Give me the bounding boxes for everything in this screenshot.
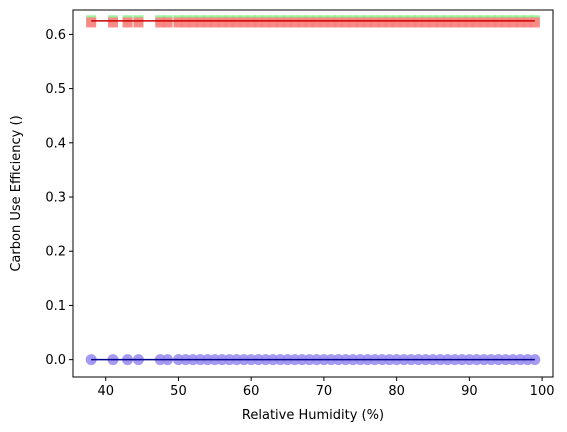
data-point-s1-33 [369,17,380,28]
data-point-s1-24 [304,17,315,28]
data-point-s1-15 [238,17,249,28]
data-point-s1-47 [471,17,482,28]
data-point-s1-14 [231,17,242,28]
x-axis-ticks: 40 50 60 70 80 90 100 [97,377,555,399]
x-tick-label-1: 50 [170,384,187,399]
data-point-s1-17 [253,17,264,28]
data-point-s1-6 [173,17,184,28]
data-point-s1-53 [515,17,526,28]
data-point-s1-21 [282,17,293,28]
data-point-s1-34 [377,17,388,28]
data-point-s1-1 [108,17,118,28]
data-point-s1-26 [318,17,329,28]
data-point-s1-49 [486,17,497,28]
data-point-s1-54 [522,17,533,28]
data-point-s1-19 [268,17,278,28]
data-point-s1-45 [457,17,468,28]
data-point-s1-27 [326,17,337,28]
data-point-s1-28 [333,17,344,28]
data-point-s1-12 [217,17,228,28]
data-point-s1-5 [162,17,173,28]
x-axis-label: Relative Humidity (%) [242,408,384,423]
data-point-s1-48 [478,17,489,28]
data-point-s1-2 [122,17,133,28]
data-point-s1-40 [420,17,431,28]
y-tick-label-6: 0.6 [45,28,66,43]
y-axis-label: Carbon Use Efficiency () [9,115,24,271]
data-point-s1-9 [195,17,206,28]
data-point-s1-37 [398,17,409,28]
data-point-s1-46 [464,17,475,28]
data-point-s1-23 [297,17,308,28]
data-point-s1-25 [311,17,322,28]
y-tick-label-1: 0.1 [45,299,66,314]
data-point-s1-39 [413,17,424,28]
data-point-s1-4 [155,17,166,28]
y-tick-label-0: 0.0 [45,353,66,368]
x-tick-label-0: 40 [97,384,114,399]
data-point-s1-51 [500,17,511,28]
data-point-s1-41 [428,17,438,28]
x-tick-label-4: 80 [388,384,405,399]
data-point-s1-22 [289,17,300,28]
y-tick-label-5: 0.5 [45,82,66,97]
data-point-s1-44 [449,17,460,28]
data-point-s1-32 [362,17,373,28]
x-tick-label-5: 90 [461,384,478,399]
x-tick-label-6: 100 [530,384,555,399]
x-tick-label-3: 70 [316,384,333,399]
data-point-s1-35 [384,17,395,28]
data-point-s1-36 [391,17,402,28]
data-point-s1-7 [180,17,191,28]
data-point-s1-52 [508,17,518,28]
y-tick-label-4: 0.4 [45,136,66,151]
data-point-s1-20 [275,17,286,28]
data-point-s1-29 [340,17,351,28]
data-point-s1-13 [224,17,235,28]
x-tick-label-2: 60 [243,384,260,399]
y-axis-ticks: 0.0 0.1 0.2 0.3 0.4 0.5 0.6 [45,28,73,368]
data-point-s1-8 [188,17,198,28]
data-point-s1-42 [435,17,446,28]
data-point-s1-43 [442,17,453,28]
plot-area-frame [72,9,554,378]
y-tick-label-2: 0.2 [45,245,66,260]
data-point-s1-30 [348,17,358,28]
points-layer [85,15,541,366]
fit-lines-layer [91,20,535,361]
data-point-s1-11 [209,17,220,28]
data-point-s1-31 [355,17,366,28]
data-point-s1-50 [493,17,504,28]
data-point-s1-10 [202,17,213,28]
data-point-s1-18 [260,17,271,28]
data-point-s1-55 [529,17,540,28]
data-point-s1-16 [246,17,257,28]
data-point-s1-38 [406,17,417,28]
data-point-s1-3 [133,17,144,28]
y-tick-label-3: 0.3 [45,191,66,206]
data-point-s1-0 [86,17,97,28]
